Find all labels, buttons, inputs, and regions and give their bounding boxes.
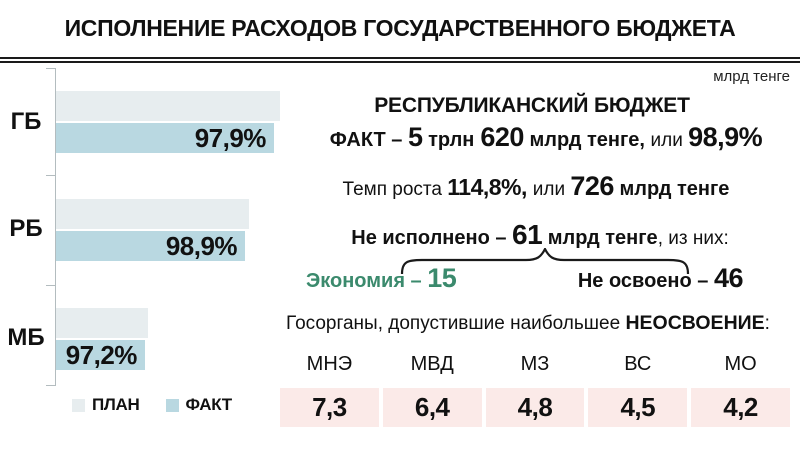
agency-name: МО (724, 353, 757, 375)
agency-value: 6,4 (382, 388, 482, 427)
agencies-header-row: МНЭ МВД МЗ ВС МО (280, 353, 790, 376)
economy-label: Экономия – (306, 270, 428, 292)
unexecuted-unit: млрд тенге (542, 227, 658, 249)
economy-item: Экономия – 15 (306, 263, 457, 294)
fact-bar-rb: 98,9% (56, 231, 246, 261)
axis-tick (46, 175, 56, 176)
bar-chart-plot-area: 97,9% 98,9% 97,2% (56, 68, 280, 386)
fact-unit: млрд тенге, (523, 129, 651, 151)
axis-tick (46, 285, 56, 286)
axis-tick (46, 68, 56, 69)
fact-percent: 98,9% (688, 122, 763, 152)
agency-name: МВД (410, 353, 454, 375)
economy-value: 15 (427, 263, 457, 293)
plan-swatch-icon (72, 398, 85, 412)
fact-billions: 620 (480, 122, 524, 152)
agency-value: 7,3 (280, 388, 379, 427)
agencies-value-row: 7,3 6,4 4,8 4,5 4,2 (280, 388, 790, 427)
page-title: ИСПОЛНЕНИЕ РАСХОДОВ ГОСУДАРСТВЕННОГО БЮД… (64, 14, 736, 41)
fact-label: ФАКТ – (329, 129, 408, 151)
y-axis-line (55, 68, 56, 386)
breakdown-row: Экономия – 15 Не освоено – 46 (306, 263, 744, 294)
unexecuted-summary-line: Не исполнено – 61 млрд тенге, из них: (302, 220, 778, 249)
fact-summary-line: ФАКТ – 5 трлн 620 млрд тенге, или 98,9% (300, 123, 792, 151)
unused-label: Не освоено – (577, 270, 714, 292)
legend-label-fact: ФАКТ (185, 395, 233, 414)
agency-name: МЗ (520, 353, 550, 375)
agency-name: МНЭ (306, 353, 353, 375)
unused-value: 46 (713, 263, 744, 293)
agencies-caption: Госорганы, допустившие наибольшее НЕОСВО… (280, 312, 776, 335)
agency-name: ВС (624, 353, 652, 375)
unexecuted-amount: 61 (512, 219, 543, 250)
fact-conjunction: или (650, 130, 689, 151)
growth-amount: 726 (570, 171, 614, 201)
fact-swatch-icon (165, 398, 179, 412)
plan-bar-gb (56, 91, 280, 121)
agencies-caption-emphasis: НЕОСВОЕНИЕ (625, 312, 765, 334)
fact-bar-mb: 97,2% (56, 340, 145, 370)
chart-legend: ПЛАН ФАКТ (72, 395, 232, 415)
growth-conjunction: или (532, 179, 571, 200)
agency-value: 4,5 (588, 388, 688, 427)
agency-value: 4,8 (485, 388, 585, 427)
republican-budget-heading: РЕСПУБЛИКАНСКИЙ БЮДЖЕТ (374, 94, 690, 117)
axis-tick (46, 385, 56, 386)
title-divider-top (0, 57, 800, 59)
fact-trln-word: трлн (422, 129, 475, 151)
legend-item-fact: ФАКТ (165, 395, 233, 415)
growth-summary-line: Темп роста 114,8%, или 726 млрд тенге (300, 172, 772, 200)
growth-label: Темп роста (342, 179, 448, 200)
growth-unit: млрд тенге (613, 178, 730, 200)
title-divider-bottom (0, 61, 800, 63)
fact-trillions: 5 (407, 122, 423, 152)
unexecuted-suffix: , из них: (657, 228, 729, 249)
plan-bar-rb (56, 199, 250, 229)
plan-bar-mb (56, 308, 149, 338)
brace-decoration (400, 248, 690, 274)
units-note: млрд тенге (713, 68, 790, 85)
title-bar: ИСПОЛНЕНИЕ РАСХОДОВ ГОСУДАРСТВЕННОГО БЮД… (0, 0, 800, 56)
legend-item-plan: ПЛАН (72, 395, 140, 415)
category-label-mb: МБ (7, 324, 45, 351)
unexecuted-label: Не исполнено – (351, 227, 513, 249)
category-label-rb: РБ (9, 215, 43, 242)
legend-label-plan: ПЛАН (92, 395, 140, 414)
fact-bar-gb: 97,9% (56, 123, 274, 153)
agencies-caption-prefix: Госорганы, допустившие наибольшее (286, 313, 626, 334)
growth-percent: 114,8%, (447, 174, 533, 200)
agencies-caption-colon: : (764, 313, 770, 334)
agency-value: 4,2 (691, 388, 790, 427)
category-label-gb: ГБ (10, 108, 42, 135)
unused-item: Не освоено – 46 (577, 263, 744, 294)
